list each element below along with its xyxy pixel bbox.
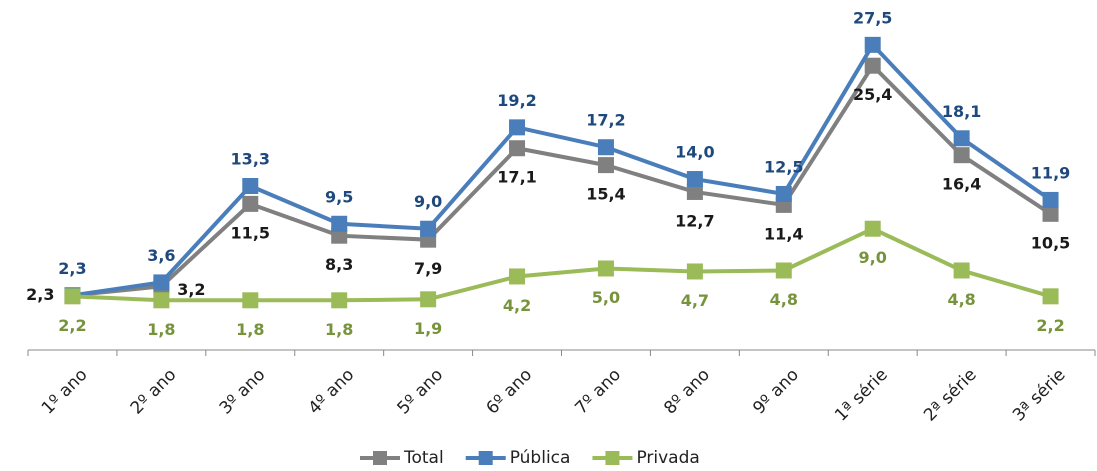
marker: [331, 292, 348, 309]
value-label: 3,6: [147, 246, 175, 265]
value-label: 17,1: [497, 168, 536, 187]
marker: [864, 36, 881, 53]
marker: [509, 140, 526, 157]
marker: [864, 57, 881, 74]
x-tick-label: 2ª série: [920, 365, 981, 426]
marker: [242, 177, 259, 194]
legend-label: Pública: [510, 448, 571, 468]
value-label: 12,5: [764, 157, 803, 176]
value-label: 25,4: [853, 85, 892, 104]
value-label: 8,3: [325, 255, 353, 274]
x-tick-label: 6º ano: [482, 365, 536, 419]
value-label: 3,2: [177, 280, 205, 299]
x-tick-label: 7º ano: [571, 365, 625, 419]
marker: [509, 268, 526, 285]
x-tick-label: 8º ano: [660, 365, 714, 419]
value-label: 4,7: [681, 291, 709, 310]
x-tick-label: 5º ano: [394, 365, 448, 419]
value-label: 5,0: [592, 288, 620, 307]
legend-marker: [605, 451, 620, 465]
marker: [953, 262, 970, 279]
value-label: 11,4: [764, 224, 803, 243]
value-label: 11,9: [1031, 163, 1070, 182]
x-tick-label: 4º ano: [305, 365, 359, 419]
value-label: 2,2: [1036, 316, 1064, 335]
marker: [1042, 191, 1059, 208]
marker: [1042, 288, 1059, 305]
value-label: 9,0: [859, 248, 887, 267]
marker: [64, 288, 81, 305]
value-label: 7,9: [414, 259, 442, 278]
value-label: 16,4: [942, 175, 981, 194]
x-tick-label: 2º ano: [127, 365, 181, 419]
value-label: 4,8: [947, 290, 975, 309]
x-tick-label: 3ª série: [1009, 365, 1070, 426]
marker: [1042, 205, 1059, 222]
value-label: 1,9: [414, 319, 442, 338]
marker: [686, 183, 703, 200]
marker: [686, 171, 703, 188]
marker: [242, 195, 259, 212]
value-label: 2,3: [26, 285, 54, 304]
value-label: 19,2: [497, 91, 536, 110]
value-label: 2,3: [58, 259, 86, 278]
value-label: 9,0: [414, 192, 442, 211]
value-label: 17,2: [586, 111, 625, 130]
marker: [420, 220, 437, 237]
legend-marker: [478, 451, 493, 465]
legend-marker: [373, 451, 387, 465]
legend-label: Total: [403, 448, 444, 468]
x-tick-label: 1ª série: [831, 365, 892, 426]
value-label: 1,8: [236, 320, 264, 339]
marker: [509, 119, 526, 136]
legend-label: Privada: [636, 448, 699, 468]
marker: [686, 263, 703, 280]
value-label: 2,2: [58, 316, 86, 335]
marker: [242, 292, 259, 309]
value-label: 1,8: [325, 320, 353, 339]
value-label: 4,8: [770, 290, 798, 309]
series-line: [72, 226, 1052, 303]
value-label: 9,5: [325, 187, 353, 206]
marker: [864, 220, 881, 237]
value-label: 12,7: [675, 211, 714, 230]
value-label: 13,3: [231, 149, 270, 168]
marker: [153, 274, 170, 291]
value-label: 10,5: [1031, 233, 1070, 252]
series-line: [72, 41, 1052, 298]
value-label: 15,4: [586, 185, 625, 204]
marker: [597, 157, 614, 174]
value-label: 18,1: [942, 102, 981, 121]
marker: [420, 291, 437, 308]
marker: [775, 185, 792, 202]
marker: [331, 215, 348, 232]
value-label: 14,0: [675, 143, 714, 162]
marker: [153, 292, 170, 309]
marker: [775, 262, 792, 279]
value-label: 27,5: [853, 8, 892, 27]
x-tick-label: 3º ano: [216, 365, 270, 419]
marker: [953, 130, 970, 147]
marker: [597, 139, 614, 156]
series-line: [72, 62, 1052, 298]
marker: [953, 147, 970, 164]
x-tick-label: 1º ano: [38, 365, 92, 419]
value-label: 1,8: [147, 320, 175, 339]
value-label: 11,5: [231, 223, 270, 242]
marker: [597, 260, 614, 277]
value-label: 4,2: [503, 296, 531, 315]
x-tick-label: 9º ano: [749, 365, 803, 419]
